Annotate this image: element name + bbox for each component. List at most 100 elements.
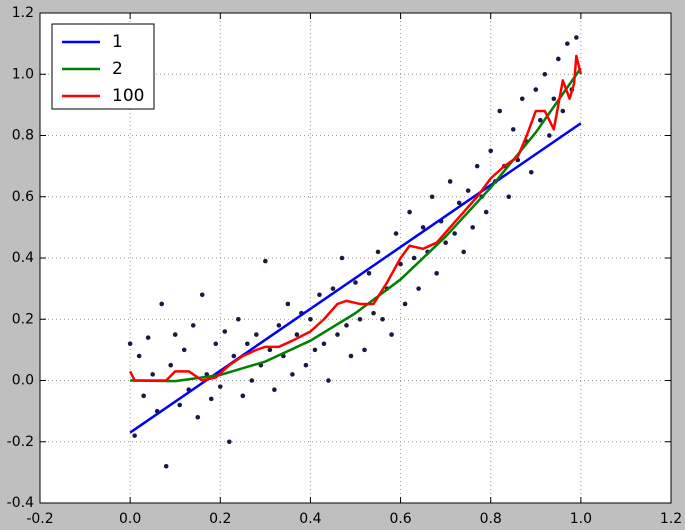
scatter-point [547,133,552,138]
scatter-point [231,353,237,359]
x-tick-label: 0.8 [480,511,502,527]
scatter-point [348,353,354,359]
scatter-point [411,255,417,261]
legend-label: 1 [112,32,123,52]
scatter-point [141,393,146,399]
scatter-point [556,56,561,62]
x-tick-label: 0.2 [209,511,231,527]
scatter-point [416,286,421,291]
scatter-point [217,384,223,389]
scatter-point [303,362,309,368]
scatter-point [276,323,282,328]
y-tick-label: 0.8 [12,128,34,144]
scatter-point [236,316,241,322]
scatter-point [389,332,394,337]
scatter-point [443,240,448,245]
scatter-point [272,387,277,392]
y-tick-label: 0.0 [12,373,34,389]
scatter-point [398,261,403,267]
scatter-point [375,249,381,255]
scatter-point [213,341,219,347]
scatter-point [551,96,557,102]
scatter-point [447,179,453,184]
scatter-point [519,96,525,102]
y-tick-label: 0.2 [12,311,34,327]
scatter-point [335,332,340,337]
scatter-point [326,378,331,383]
scatter-point [249,378,255,383]
x-tick-label: 1.2 [660,511,682,527]
scatter-point [222,329,228,334]
scatter-point [308,316,313,322]
scatter-point [533,87,539,92]
y-tick-label: 0.4 [12,250,34,266]
scatter-point [565,41,570,46]
scatter-point [254,332,259,337]
scatter-point [190,323,196,328]
scatter-point [402,301,408,307]
scatter-point [542,71,548,77]
scatter-point [362,347,367,353]
scatter-point [267,347,273,353]
scatter-point [510,127,516,132]
scatter-point [245,341,250,347]
scatter-point [240,393,246,399]
scatter-point [172,332,178,337]
scatter-point [344,323,349,328]
y-tick-label: 1.2 [12,5,34,21]
scatter-point [285,301,291,307]
scatter-point [168,362,174,368]
scatter-point [330,286,336,291]
y-tick-label: 1.0 [12,66,34,82]
plot-frame [39,12,672,504]
scatter-point [488,148,494,154]
scatter-point [497,108,503,114]
scatter-point [127,341,133,347]
scatter-point [132,433,137,438]
scatter-point [312,347,318,353]
scatter-point [136,353,142,359]
scatter-point [227,439,232,445]
series-line [129,54,583,382]
y-tick-label: -0.4 [7,495,34,511]
scatter-point [290,372,295,377]
scatter-point [537,117,543,123]
scatter-point [159,301,164,307]
scatter-point [366,271,372,276]
scatter-point [461,249,466,255]
scatter-point [452,231,457,236]
scatter-point [145,335,151,340]
x-tick-label: 1.0 [570,511,592,527]
x-tick-label: 0.6 [389,511,411,527]
x-tick-label: 0.4 [299,511,321,527]
scatter-point [208,396,214,402]
scatter-point [429,194,435,200]
x-tick-label: -0.2 [26,511,53,527]
scatter-point [560,108,566,114]
scatter-point [434,271,439,276]
scatter-point [393,231,399,236]
scatter-point [528,169,534,175]
x-tick-label: 0.0 [119,511,141,527]
legend-label: 100 [112,86,144,106]
scatter-point [483,209,489,215]
scatter-point [177,402,183,408]
legend-label: 2 [112,59,123,79]
scatter-point [317,292,322,298]
scatter-point [263,258,268,264]
scatter-point [470,225,475,230]
scatter-point [181,347,187,353]
scatter-point [407,209,412,215]
scatter-point [195,414,201,420]
scatter-point [321,341,327,347]
scatter-point [163,463,169,469]
scatter-point [199,292,205,298]
scatter-point [371,310,376,316]
series-line [130,67,582,383]
y-tick-label: -0.2 [7,434,34,450]
y-tick-label: 0.6 [12,189,34,205]
scatter-point [456,200,462,206]
scatter-point [357,316,363,322]
